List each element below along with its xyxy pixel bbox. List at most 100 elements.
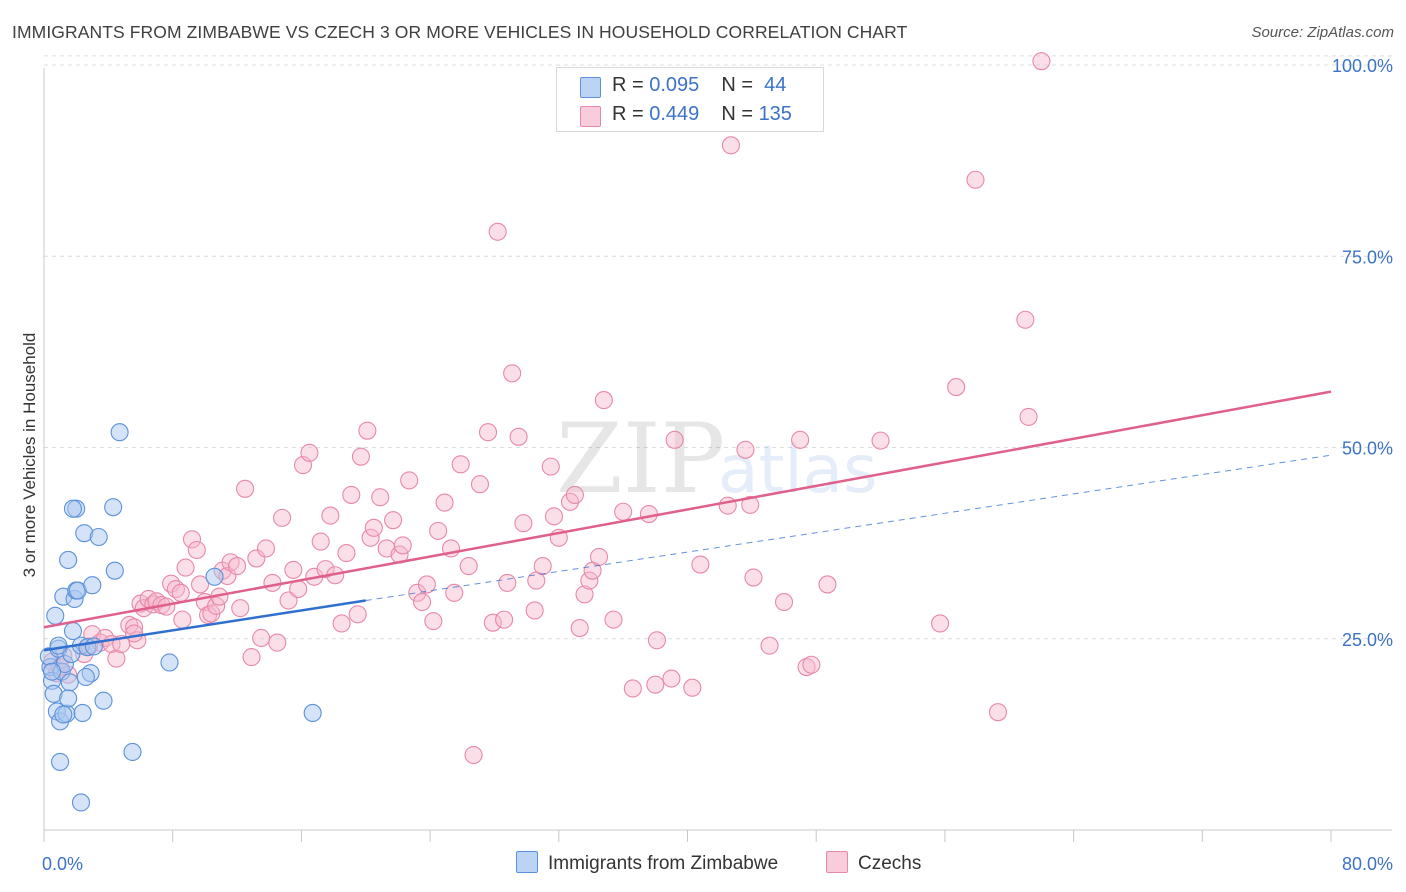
czechs-point	[683, 678, 702, 697]
zimbabwe-trend-extension	[365, 454, 1332, 601]
zimbabwe-point	[205, 567, 224, 586]
czechs-point	[623, 679, 642, 698]
gridlines	[44, 55, 1392, 640]
zimbabwe-point	[94, 691, 113, 710]
zimbabwe-trend-line	[43, 599, 366, 652]
zimbabwe-point	[105, 561, 124, 580]
czechs-point	[231, 599, 250, 618]
czechs-point	[797, 658, 816, 677]
zimbabwe-point	[110, 423, 129, 442]
czechs-point	[300, 443, 319, 462]
zimbabwe-point	[71, 793, 91, 812]
czechs-points	[42, 52, 1051, 765]
czechs-point	[187, 540, 206, 560]
legend-row-zimbabwe: R = 0.095 N = 44	[557, 71, 823, 101]
correlation-legend: R = 0.095 N = 44 R = 0.449 N = 135	[556, 67, 824, 132]
zimbabwe-point	[63, 499, 83, 518]
legend-text: R = 0.095 N = 44	[612, 74, 787, 96]
czechs-point	[604, 610, 623, 629]
zimbabwe-point	[76, 667, 95, 687]
bottom-legend-swatch-blue	[516, 851, 538, 873]
czechs-point	[342, 485, 361, 504]
bottom-legend-swatch-pink	[826, 851, 848, 873]
czechs-point	[575, 585, 594, 604]
bottom-legend-label: Czechs	[858, 853, 922, 874]
czechs-point	[400, 471, 419, 490]
czechs-point	[721, 136, 740, 155]
czechs-point	[424, 612, 443, 631]
czechs-point	[509, 427, 528, 446]
czechs-point	[931, 614, 950, 633]
zimbabwe-point	[42, 662, 62, 681]
y-tick-label: 100.0%	[1332, 56, 1393, 76]
czechs-point	[744, 568, 763, 587]
czechs-point	[614, 502, 633, 521]
czechs-point	[639, 505, 658, 524]
czechs-point	[736, 440, 755, 459]
czechs-point	[247, 549, 266, 568]
czechs-point	[459, 557, 478, 576]
czechs-point	[533, 557, 552, 576]
czechs-point	[173, 610, 192, 629]
trend-lines	[43, 390, 1332, 652]
czechs-point	[498, 573, 517, 592]
zimbabwe-point	[59, 689, 78, 708]
czechs-point	[182, 530, 202, 549]
czechs-point	[413, 592, 432, 612]
czechs-point	[321, 506, 340, 525]
czechs-point	[525, 601, 544, 620]
czechs-point	[570, 618, 589, 638]
czechs-point	[541, 457, 560, 476]
czechs-point	[284, 560, 303, 579]
czechs-point	[417, 575, 436, 594]
czechs-point	[470, 475, 490, 494]
czechs-point	[125, 624, 144, 643]
czechs-point	[371, 488, 390, 507]
czechs-point	[120, 615, 139, 635]
czechs-point	[966, 170, 985, 189]
czechs-point	[228, 557, 247, 576]
y-tick-label: 50.0%	[1342, 439, 1393, 459]
czechs-point	[176, 558, 195, 577]
czechs-point	[647, 631, 666, 650]
zimbabwe-point	[59, 550, 78, 570]
bottom-legend-zimbabwe: Immigrants from Zimbabwe	[516, 851, 778, 875]
y-axis-label: 3 or more Vehicles in Household	[20, 333, 39, 578]
czechs-point	[718, 496, 737, 515]
czechs-point	[311, 532, 330, 551]
czechs-point	[818, 575, 837, 594]
czechs-point	[544, 507, 564, 526]
axes	[43, 68, 1392, 842]
watermark: ZIP atlas	[556, 403, 878, 515]
czechs-point	[332, 614, 351, 633]
chart-title: IMMIGRANTS FROM ZIMBABWE VS CZECH 3 OR M…	[12, 22, 908, 42]
zimbabwe-point	[54, 705, 73, 724]
zimbabwe-point	[73, 703, 92, 723]
watermark-zip: ZIP	[556, 403, 725, 515]
czechs-point	[665, 430, 684, 449]
czechs-point	[988, 703, 1008, 722]
zimbabwe-point	[303, 703, 322, 723]
watermark-atlas: atlas	[718, 431, 878, 508]
czechs-point	[361, 528, 380, 547]
czechs-point	[435, 493, 454, 512]
czechs-point	[273, 508, 292, 527]
czechs-point	[316, 560, 335, 579]
bottom-legend-czechs: Czechs	[826, 851, 921, 875]
czechs-point	[594, 391, 613, 410]
czechs-point	[393, 536, 412, 555]
czechs-point	[871, 431, 890, 450]
czechs-point	[947, 378, 966, 397]
czechs-point	[802, 655, 821, 674]
czechs-point	[1016, 310, 1035, 329]
czechs-point	[190, 575, 210, 594]
y-tick-label: 25.0%	[1342, 630, 1393, 650]
zimbabwe-point	[60, 673, 79, 692]
zimbabwe-point	[160, 653, 179, 672]
czechs-point	[495, 610, 514, 629]
czechs-point	[256, 539, 276, 558]
czechs-point	[351, 447, 370, 466]
zimbabwe-point	[83, 576, 102, 595]
czechs-point	[1019, 407, 1038, 426]
czechs-point	[337, 544, 356, 563]
